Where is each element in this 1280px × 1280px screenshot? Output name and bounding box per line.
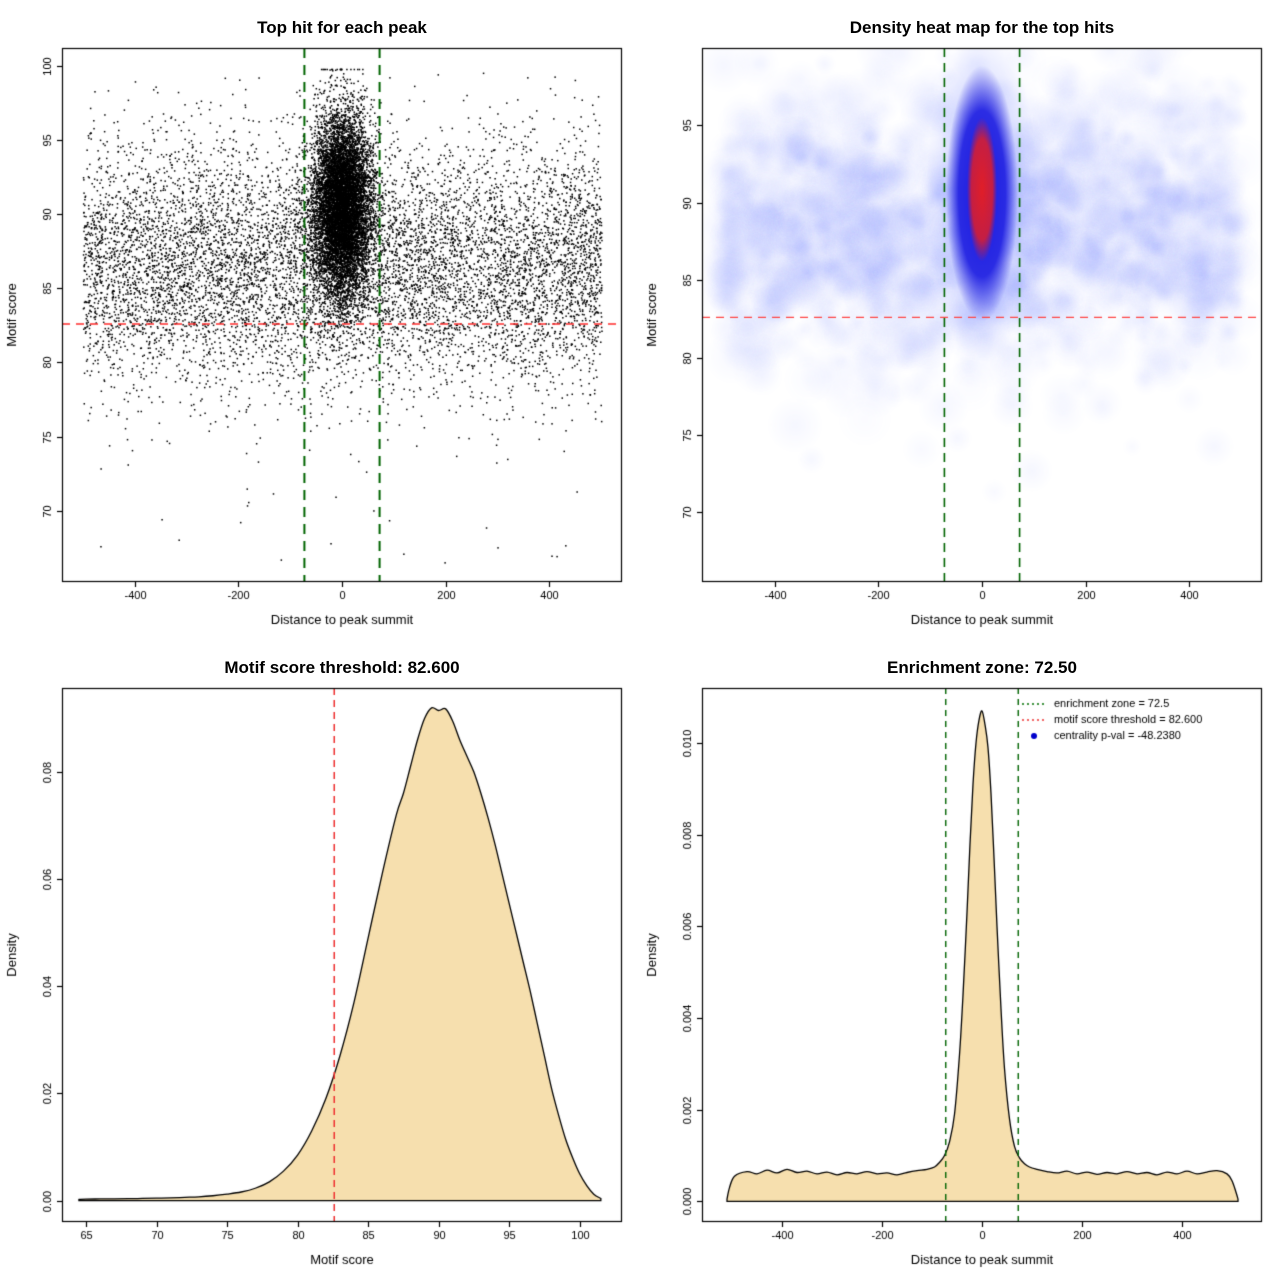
motif-score-density-canvas — [0, 640, 640, 1280]
panel-motif-score-density: Motif score threshold: 82.600 — [0, 640, 640, 1280]
density-heatmap-canvas — [640, 0, 1280, 640]
panel-summit-distance-density: Enrichment zone: 72.50 — [640, 640, 1280, 1280]
panel-top-hit-scatter: Top hit for each peak — [0, 0, 640, 640]
top-hit-scatter-canvas — [0, 0, 640, 640]
panel-density-heatmap: Density heat map for the top hits — [640, 0, 1280, 640]
summit-distance-density-canvas — [640, 640, 1280, 1280]
